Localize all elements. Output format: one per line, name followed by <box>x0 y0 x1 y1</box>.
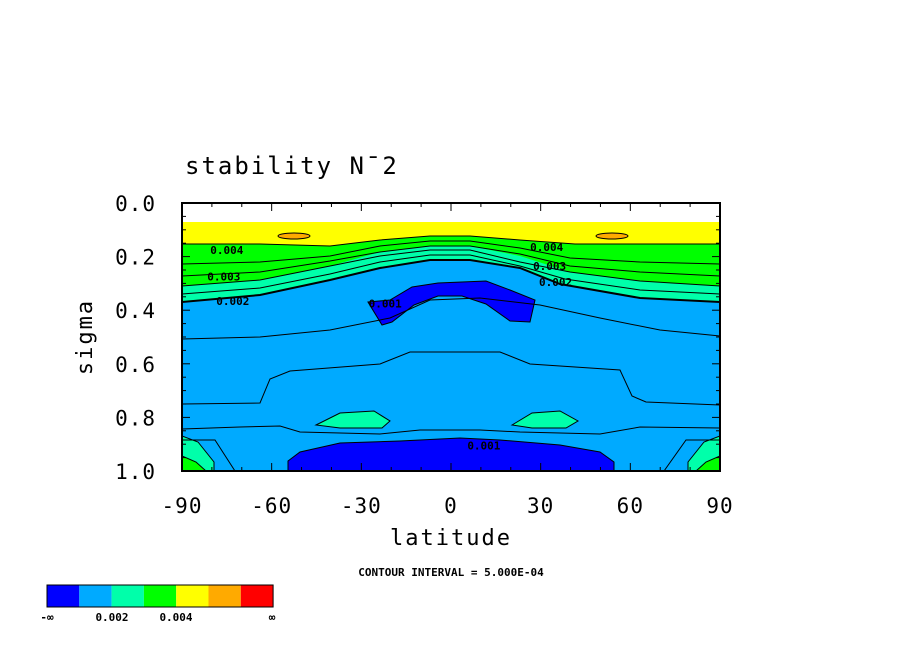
contour-label: 0.004 <box>530 241 563 254</box>
colorbar-swatch <box>79 585 112 607</box>
x-tick-label: -30 <box>341 494 382 518</box>
contour-interval-note: CONTOUR INTERVAL = 5.000E-04 <box>358 566 544 579</box>
x-axis-label: latitude <box>390 526 512 551</box>
contour-label: 0.002 <box>216 295 249 308</box>
colorbar-labels: -∞ 0.002 0.004 ∞ <box>40 611 275 624</box>
region-lens-right <box>510 410 580 429</box>
contour-line-0.003 <box>182 249 720 287</box>
colorbar-swatch <box>47 585 80 607</box>
colorbar-swatch <box>176 585 209 607</box>
contour-line-0.0015c <box>182 425 720 435</box>
contour-field <box>182 222 720 471</box>
axis-ticks <box>181 202 721 472</box>
colorbar-label: 0.004 <box>159 611 192 624</box>
colorbar-label: -∞ <box>40 611 54 624</box>
contour-label: 0.003 <box>533 260 566 273</box>
colorbar-swatch <box>208 585 241 607</box>
chart-title: stability N¯2 <box>185 152 399 180</box>
x-tick-label: 60 <box>617 494 644 518</box>
contour-line-0.0015a <box>182 297 720 340</box>
y-axis-tick-labels: 0.0 0.2 0.4 0.6 0.8 1.0 <box>115 192 156 484</box>
x-axis-tick-labels: -90 -60 -30 0 30 60 90 <box>162 494 733 518</box>
region-corner-left-core <box>182 455 207 471</box>
x-tick-label: -90 <box>162 494 203 518</box>
x-tick-label: -60 <box>251 494 292 518</box>
contour-line-0.0015d <box>182 439 236 471</box>
colorbar-frame <box>46 584 274 608</box>
y-tick-label: 0.2 <box>115 246 156 270</box>
region-corner-right-core <box>695 455 720 471</box>
contour-label: 0.002 <box>539 276 572 289</box>
contour-line-0.0035 <box>182 245 720 277</box>
contour-line-0.0045 <box>182 235 720 247</box>
region-min-lower <box>287 437 615 471</box>
contour-line-0.0015b <box>182 351 720 406</box>
contour-label: 0.001 <box>467 440 500 453</box>
region-min-upper <box>367 280 536 326</box>
x-tick-label: 90 <box>706 494 733 518</box>
region-lens-left <box>314 410 391 429</box>
contour-label: 0.003 <box>207 271 240 284</box>
colorbar-swatch <box>240 585 274 607</box>
colorbar-swatch <box>111 585 144 607</box>
y-tick-label: 0.6 <box>115 353 156 377</box>
contour-label: 0.001 <box>369 298 402 311</box>
y-tick-label: 0.8 <box>115 406 156 430</box>
y-tick-label: 0.4 <box>115 299 156 323</box>
y-tick-label: 1.0 <box>115 460 156 484</box>
colorbar <box>46 584 274 608</box>
x-tick-label: 30 <box>527 494 554 518</box>
colorbar-label: ∞ <box>269 611 276 624</box>
region-peak-left <box>277 232 311 240</box>
colorbar-swatch <box>143 585 177 607</box>
contour-line-0.002 <box>182 259 720 303</box>
contour-line-0.0025 <box>182 254 720 295</box>
contour-labels: 0.004 0.003 0.002 0.001 0.004 0.003 0.002 0.001 <box>207 241 572 452</box>
y-tick-label: 0.0 <box>115 192 156 216</box>
colorbar-label: 0.002 <box>95 611 128 624</box>
y-axis-label: sigma <box>73 299 98 375</box>
contour-line-0.004 <box>182 240 720 265</box>
x-tick-label: 0 <box>444 494 458 518</box>
contour-label: 0.004 <box>210 244 243 257</box>
region-peak-right <box>595 232 629 240</box>
contour-line-0.0015e <box>663 439 720 471</box>
region-0.0045 <box>182 222 720 246</box>
